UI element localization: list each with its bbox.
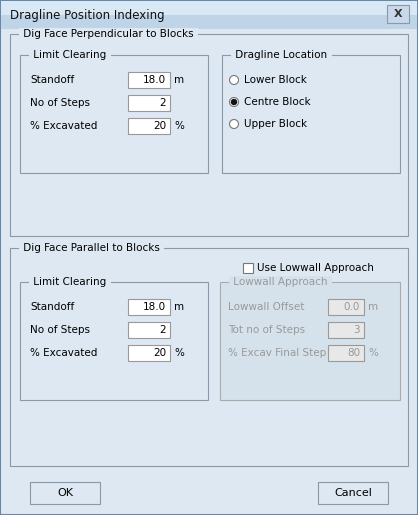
Bar [328, 345, 364, 361]
Text: %: % [368, 348, 378, 358]
Text: Limit Clearing: Limit Clearing [30, 277, 110, 287]
Text: X: X [394, 9, 402, 19]
Text: Lowwall Offset: Lowwall Offset [228, 302, 304, 312]
Text: 80: 80 [347, 348, 360, 358]
Bar [128, 322, 170, 338]
Bar [128, 95, 170, 111]
Text: Use Lowwall Approach: Use Lowwall Approach [257, 263, 374, 273]
Text: Lowwall Approach: Lowwall Approach [230, 277, 331, 287]
Bar [1, 1, 417, 29]
Text: Standoff: Standoff [30, 75, 74, 85]
Text: m: m [174, 302, 184, 312]
Bar [30, 482, 100, 504]
Text: No of Steps: No of Steps [30, 98, 90, 108]
Bar [318, 482, 388, 504]
Bar [222, 55, 400, 173]
Text: % Excavated: % Excavated [30, 121, 97, 131]
Text: % Excav Final Step: % Excav Final Step [228, 348, 326, 358]
Text: Upper Block: Upper Block [244, 119, 307, 129]
Bar [243, 263, 253, 273]
Text: %: % [174, 121, 184, 131]
Text: 20: 20 [153, 348, 166, 358]
Text: Limit Clearing: Limit Clearing [30, 50, 110, 60]
Bar [128, 72, 170, 88]
Circle shape [232, 99, 237, 105]
Text: Standoff: Standoff [30, 302, 74, 312]
Text: Dig Face Perpendicular to Blocks: Dig Face Perpendicular to Blocks [20, 29, 197, 39]
Text: Cancel: Cancel [334, 488, 372, 498]
Text: 0.0: 0.0 [344, 302, 360, 312]
Bar [128, 299, 170, 315]
Text: Dragline Position Indexing: Dragline Position Indexing [10, 9, 165, 22]
Text: Lower Block: Lower Block [244, 75, 307, 85]
Text: Dig Face Parallel to Blocks: Dig Face Parallel to Blocks [20, 243, 163, 253]
Bar [10, 34, 408, 236]
Bar [20, 55, 208, 173]
Text: OK: OK [57, 488, 73, 498]
Bar [128, 118, 170, 134]
Bar [20, 282, 208, 400]
Text: %: % [174, 348, 184, 358]
Text: 20: 20 [153, 121, 166, 131]
Bar [220, 282, 400, 400]
Text: 3: 3 [353, 325, 360, 335]
Circle shape [229, 119, 239, 129]
Text: Centre Block: Centre Block [244, 97, 311, 107]
Text: 18.0: 18.0 [143, 75, 166, 85]
Bar [328, 322, 364, 338]
Circle shape [229, 76, 239, 84]
Text: 2: 2 [159, 98, 166, 108]
Bar [1, 15, 417, 29]
Text: Tot no of Steps: Tot no of Steps [228, 325, 305, 335]
Text: m: m [174, 75, 184, 85]
Bar [1, 1, 417, 15]
Text: m: m [368, 302, 378, 312]
Text: 18.0: 18.0 [143, 302, 166, 312]
Bar [387, 5, 409, 23]
Text: Dragline Location: Dragline Location [232, 50, 330, 60]
Bar [10, 248, 408, 466]
Text: 2: 2 [159, 325, 166, 335]
Bar [328, 299, 364, 315]
Bar [128, 345, 170, 361]
Text: % Excavated: % Excavated [30, 348, 97, 358]
Circle shape [229, 97, 239, 107]
Text: No of Steps: No of Steps [30, 325, 90, 335]
